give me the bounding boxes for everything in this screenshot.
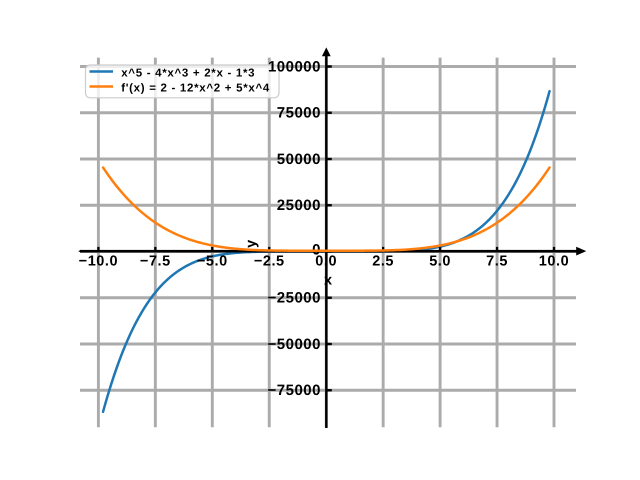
svg-text:y: y [244, 240, 260, 248]
svg-text:−7.5: −7.5 [140, 254, 171, 270]
svg-text:−2.5: −2.5 [254, 254, 285, 270]
svg-text:−25000: −25000 [268, 290, 321, 307]
svg-text:100000: 100000 [268, 58, 321, 75]
svg-text:x^5 - 4*x^3 + 2*x - 1*3: x^5 - 4*x^3 + 2*x - 1*3 [121, 67, 255, 79]
svg-text:−5.0: −5.0 [197, 254, 228, 270]
svg-text:f'(x) = 2 - 12*x^2 + 5*x^4: f'(x) = 2 - 12*x^2 + 5*x^4 [121, 82, 270, 94]
svg-text:−75000: −75000 [268, 382, 321, 399]
svg-text:25000: 25000 [277, 197, 321, 214]
svg-text:5.0: 5.0 [429, 254, 451, 270]
svg-text:−10.0: −10.0 [79, 254, 118, 270]
svg-text:2.5: 2.5 [372, 254, 394, 270]
svg-text:x: x [324, 272, 332, 288]
svg-text:75000: 75000 [277, 105, 321, 122]
svg-text:−50000: −50000 [268, 336, 321, 353]
svg-text:0.0: 0.0 [315, 254, 337, 270]
svg-text:10.0: 10.0 [539, 254, 569, 270]
svg-text:50000: 50000 [277, 151, 321, 168]
svg-text:7.5: 7.5 [486, 254, 508, 270]
